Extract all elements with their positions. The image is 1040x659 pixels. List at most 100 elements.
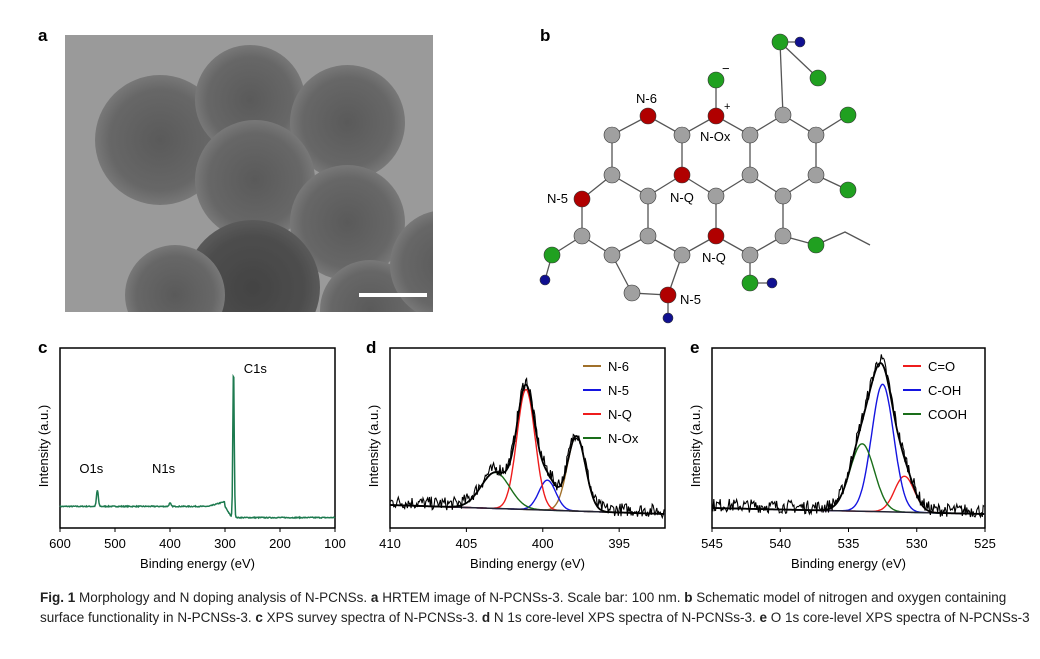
caption-fig-label: Fig. 1	[40, 590, 76, 605]
caption-a: a	[370, 590, 379, 605]
nitrogen-atom	[707, 107, 725, 125]
oxygen-atom	[543, 246, 561, 264]
nitrogen-atom	[659, 286, 677, 304]
carbon-atom	[639, 187, 657, 205]
caption-text-a: HRTEM image of N-PCNSs-3. Scale bar: 100…	[378, 590, 685, 605]
panel-label-e: e	[690, 338, 700, 357]
carbon-atom	[603, 166, 621, 184]
carbon-atom	[603, 246, 621, 264]
caption-e: e	[759, 610, 768, 625]
carbon-atom	[774, 227, 792, 245]
carbon-atom	[603, 126, 621, 144]
molecule-schematic: N-6 N-Ox N-Q N-5 N-Q N-5 − +	[539, 33, 871, 324]
atom-label: N-Ox	[700, 129, 731, 144]
x-tick-label: 300	[214, 536, 236, 551]
x-tick-label: 540	[769, 536, 791, 551]
component-c-oh-line	[712, 383, 985, 515]
plot-frame	[389, 347, 666, 529]
bond	[779, 41, 819, 79]
nitrogen-atom	[673, 166, 691, 184]
legend-label: N-Ox	[608, 431, 639, 446]
scale-bar	[359, 293, 427, 297]
carbon-atom	[774, 106, 792, 124]
carbon-atom	[623, 284, 641, 302]
carbon-atom	[807, 126, 825, 144]
panel-label-d: d	[366, 338, 377, 357]
panel-label-b: b	[540, 26, 551, 45]
carbon-atom	[741, 126, 759, 144]
fitted-envelope-line	[390, 383, 665, 515]
nitrogen-atom	[639, 107, 657, 125]
x-tick-label: 530	[906, 536, 928, 551]
caption-c: c	[255, 610, 263, 625]
legend-label: N-Q	[608, 407, 632, 422]
legend-label: COOH	[928, 407, 967, 422]
legend-label: C=O	[928, 359, 955, 374]
survey-spectrum-line	[59, 373, 336, 520]
panel-label-a: a	[38, 26, 48, 45]
bond	[779, 41, 784, 116]
atom-label: N-Q	[670, 190, 694, 205]
caption-text: Morphology and N doping analysis of N-PC…	[75, 590, 371, 605]
atom-label: N-6	[636, 91, 657, 106]
caption-text-d: N 1s core-level XPS spectra of N-PCNSs-3…	[490, 610, 760, 625]
hydrogen-atom	[662, 312, 674, 324]
x-tick-label: 410	[379, 536, 401, 551]
hydrogen-atom	[539, 274, 551, 286]
figure-caption: Fig. 1 Morphology and N doping analysis …	[40, 588, 1030, 628]
nitrogen-atom	[707, 227, 725, 245]
caption-d: d	[481, 610, 491, 625]
x-tick-label: 100	[324, 536, 346, 551]
atom-label: N-5	[680, 292, 701, 307]
x-tick-label: 400	[159, 536, 181, 551]
x-tick-label: 600	[49, 536, 71, 551]
atom-label: N-5	[547, 191, 568, 206]
oxygen-atom	[707, 71, 725, 89]
hrtem-image	[65, 35, 433, 312]
hydrogen-atom	[766, 277, 778, 289]
carbon-atom	[774, 187, 792, 205]
peak-annotation: C1s	[244, 361, 268, 376]
xps-charts: 600 500 400 300 200 100 Binding energy (eV) Int…	[36, 347, 996, 571]
oxygen-atom	[741, 274, 759, 292]
y-axis-label: Intensity (a.u.)	[36, 405, 51, 487]
x-axis-label: Binding energy (eV)	[140, 556, 255, 571]
plot-frame	[711, 347, 986, 529]
nitrogen-atom	[573, 190, 591, 208]
x-tick-label: 395	[608, 536, 630, 551]
hydrogen-atom	[794, 36, 806, 48]
raw-spectrum-line	[389, 376, 665, 520]
caption-text-b: Schematic model of nitrogen and oxygen c…	[40, 590, 1007, 625]
charge-minus: −	[722, 61, 730, 76]
carbon-atom	[741, 166, 759, 184]
caption-text-e: O 1s core-level XPS spectra of N-PCNSs-3	[767, 610, 1030, 625]
raw-spectrum-line	[711, 354, 985, 519]
panel-label-c: c	[38, 338, 48, 357]
carbon-atom	[573, 227, 591, 245]
x-axis-label: Binding energy (eV)	[470, 556, 585, 571]
legend-label: N-5	[608, 383, 629, 398]
y-axis-label: Intensity (a.u.)	[366, 405, 381, 487]
plot-frame	[59, 347, 336, 529]
x-tick-label: 545	[701, 536, 723, 551]
legend-label: N-6	[608, 359, 629, 374]
x-tick-label: 525	[974, 536, 996, 551]
y-axis-label: Intensity (a.u.)	[688, 405, 703, 487]
atom-label: N-Q	[702, 250, 726, 265]
ethyl-chain	[815, 231, 871, 246]
oxygen-atom	[809, 69, 827, 87]
carbon-atom	[673, 246, 691, 264]
caption-text-c: XPS survey spectra of N-PCNSs-3.	[262, 610, 482, 625]
carbon-atom	[639, 227, 657, 245]
oxygen-atom	[839, 181, 857, 199]
fitted-envelope-line	[712, 362, 985, 515]
caption-b: b	[684, 590, 693, 605]
x-tick-label: 200	[269, 536, 291, 551]
carbon-atom	[741, 246, 759, 264]
x-axis-label: Binding energy (eV)	[791, 556, 906, 571]
oxygen-atom	[771, 33, 789, 51]
peak-annotation: N1s	[152, 461, 176, 476]
carbon-atom	[707, 187, 725, 205]
x-tick-label: 405	[456, 536, 478, 551]
